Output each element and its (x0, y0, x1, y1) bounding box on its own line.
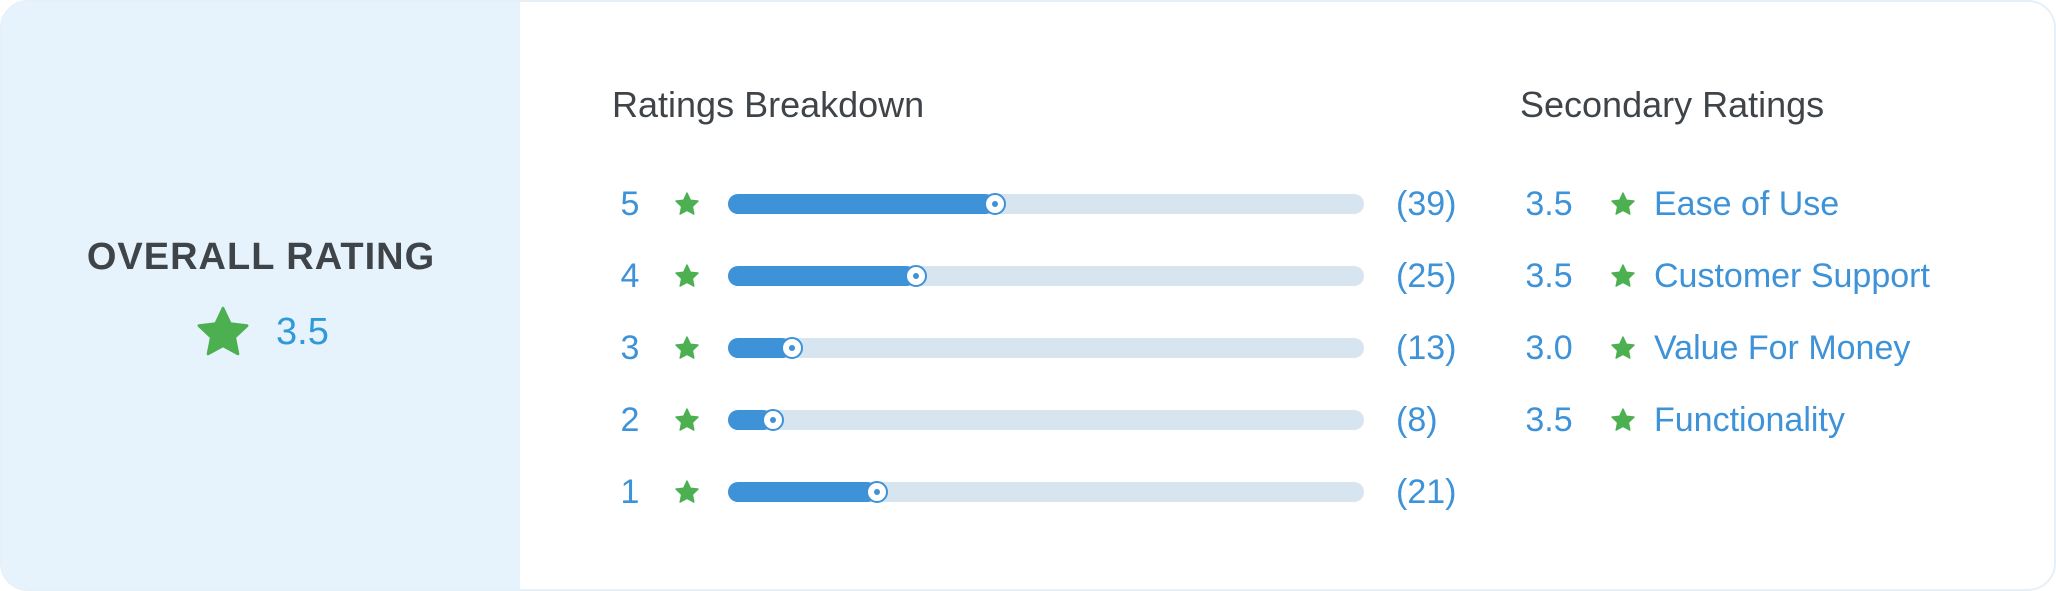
star-icon (1611, 264, 1635, 287)
star-icon (197, 306, 249, 356)
breakdown-row-5[interactable]: 5 (39) (600, 184, 1480, 224)
star-level: 5 (620, 184, 640, 223)
rating-count: (25) (1396, 256, 1457, 295)
secondary-row-value-for-money[interactable]: 3.0 Value For Money (1514, 328, 2034, 368)
star-icon (675, 480, 699, 503)
secondary-label: Value For Money (1654, 328, 1911, 367)
star-icon (1611, 408, 1635, 431)
star-icon (675, 336, 699, 359)
secondary-label: Customer Support (1654, 256, 1930, 295)
overall-rating-title: OVERALL RATING (86, 236, 436, 278)
star-icon (1611, 192, 1635, 215)
secondary-score: 3.5 (1525, 256, 1573, 295)
secondary-label: Ease of Use (1654, 184, 1840, 223)
secondary-score: 3.5 (1525, 184, 1573, 223)
breakdown-row-2[interactable]: 2 (8) (600, 400, 1480, 440)
rating-bar-fill (728, 194, 996, 214)
rating-count: (21) (1396, 472, 1457, 511)
star-level: 4 (620, 256, 640, 295)
rating-bar-fill (728, 338, 792, 358)
rating-bar-knob (780, 337, 803, 359)
rating-count: (8) (1396, 400, 1438, 439)
secondary-row-functionality[interactable]: 3.5 Functionality (1514, 400, 2034, 440)
rating-count: (13) (1396, 328, 1457, 367)
breakdown-row-3[interactable]: 3 (13) (600, 328, 1480, 368)
secondary-label: Functionality (1654, 400, 1845, 439)
rating-bar-knob (904, 265, 927, 287)
overall-rating-score: 3.5 (194, 302, 329, 362)
rating-count: (39) (1396, 184, 1457, 223)
overall-rating-panel: OVERALL RATING 3.5 (2, 2, 520, 589)
star-icon (1611, 336, 1635, 359)
secondary-row-ease-of-use[interactable]: 3.5 Ease of Use (1514, 184, 2034, 224)
star-level: 2 (620, 400, 640, 439)
star-level: 1 (620, 472, 640, 511)
rating-bar-knob (984, 193, 1007, 215)
star-level: 3 (620, 328, 640, 367)
star-icon (675, 408, 699, 431)
ratings-breakdown-title: Ratings Breakdown (612, 84, 925, 125)
rating-bar-track (728, 337, 1364, 359)
rating-bar-fill (728, 266, 916, 286)
overall-score-value: 3.5 (276, 310, 329, 353)
rating-bar-fill (728, 410, 773, 430)
rating-bar-track (728, 481, 1364, 503)
star-icon (675, 192, 699, 215)
rating-bar-track (728, 193, 1364, 215)
secondary-ratings-title: Secondary Ratings (1520, 84, 1825, 125)
rating-bar-fill (728, 482, 878, 502)
rating-bar-track (728, 265, 1364, 287)
rating-bar-track (728, 409, 1364, 431)
breakdown-row-4[interactable]: 4 (25) (600, 256, 1480, 296)
secondary-score: 3.0 (1525, 328, 1573, 367)
rating-bar-knob (761, 409, 784, 431)
rating-bar-knob (866, 481, 889, 503)
star-icon (675, 264, 699, 287)
secondary-row-customer-support[interactable]: 3.5 Customer Support (1514, 256, 2034, 296)
breakdown-row-1[interactable]: 1 (21) (600, 472, 1480, 512)
secondary-score: 3.5 (1525, 400, 1573, 439)
